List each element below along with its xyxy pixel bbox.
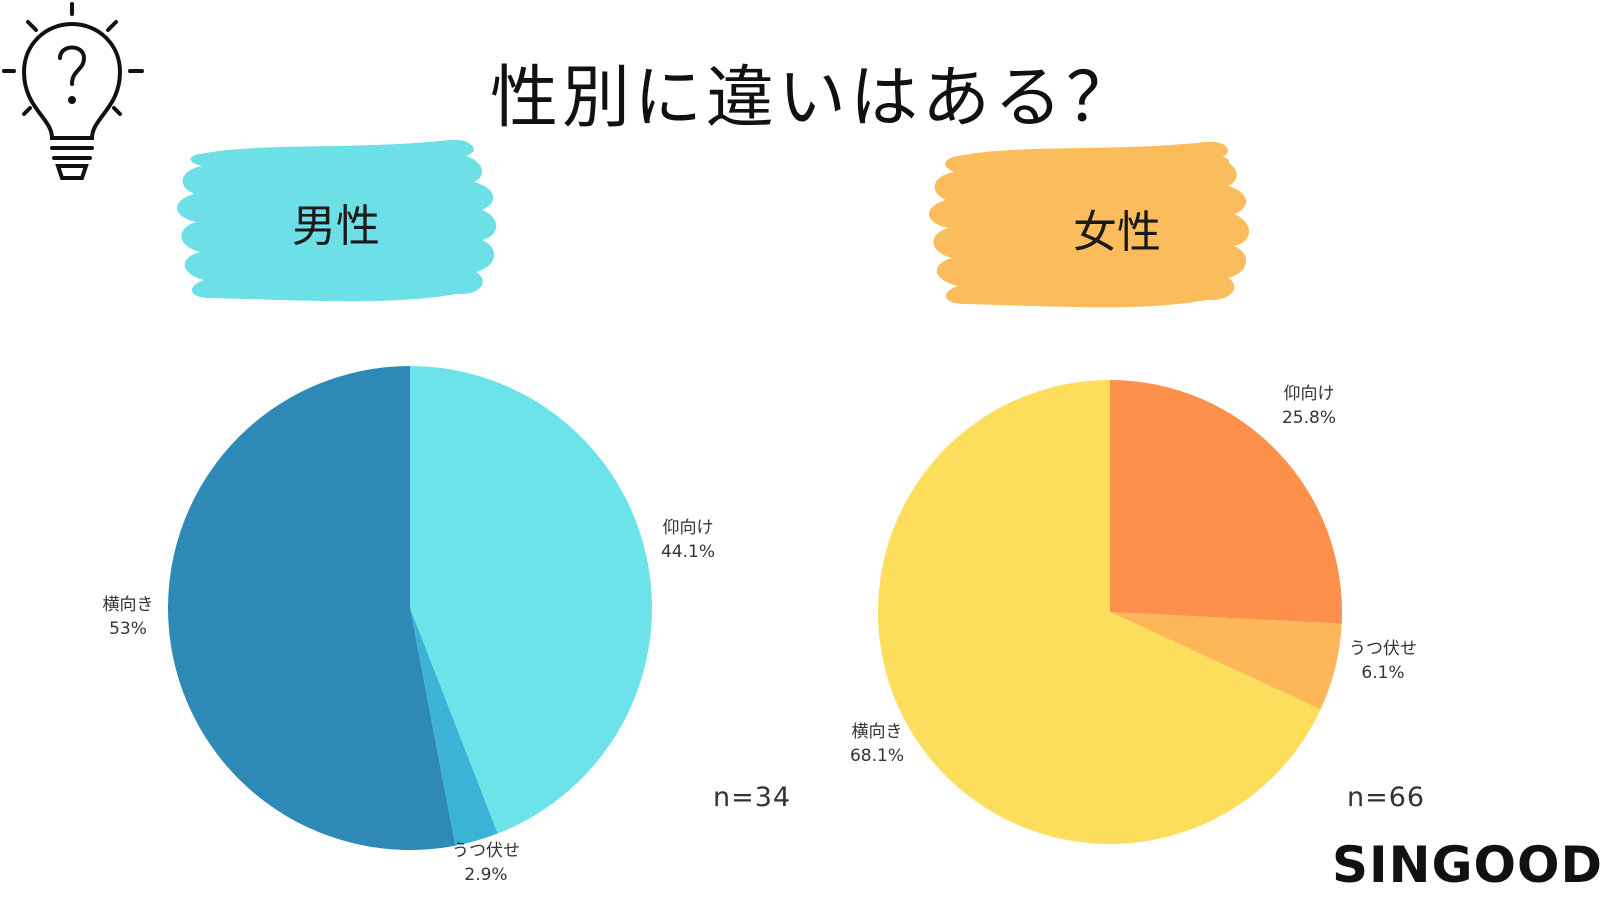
male-slice-label-prone: うつ伏せ bbox=[452, 841, 520, 861]
female-slice-value-side: 68.1% bbox=[850, 746, 904, 766]
male-slice-value-supine: 44.1% bbox=[661, 542, 715, 562]
female-blob-shape bbox=[929, 141, 1249, 308]
male-sample-size: n=34 bbox=[713, 782, 792, 813]
page-title: 性別に違いはある？ bbox=[490, 59, 1139, 138]
male-pie-slice-supine bbox=[410, 366, 653, 834]
female-slice-label-prone: うつ伏せ bbox=[1349, 639, 1417, 659]
female-brush-blob bbox=[929, 141, 1249, 308]
male-group-label: 男性 bbox=[292, 201, 380, 252]
male-slice-value-side: 53% bbox=[109, 619, 147, 639]
female-pie-slice-prone bbox=[1110, 612, 1342, 710]
female-slice-label-side: 横向き bbox=[852, 722, 903, 742]
question-lightbulb-icon bbox=[2, 2, 144, 180]
female-pie-slice-side bbox=[877, 380, 1321, 844]
male-slice-label-side: 横向き bbox=[103, 595, 154, 615]
female-slice-value-supine: 25.8% bbox=[1282, 408, 1336, 428]
male-pie-slice-side bbox=[167, 365, 456, 850]
male-blob-dot bbox=[454, 146, 474, 154]
male-blob-shape bbox=[177, 140, 497, 302]
male-slice-label-supine: 仰向け bbox=[663, 518, 714, 538]
female-blob-dot bbox=[1211, 157, 1229, 165]
male-pie-slice-prone bbox=[410, 608, 498, 846]
male-brush-blob bbox=[177, 140, 497, 302]
female-pie-slice-supine bbox=[1110, 380, 1342, 624]
brand-logo: SINGOOD bbox=[1332, 836, 1600, 894]
female-group-label: 女性 bbox=[1073, 207, 1161, 258]
female-slice-label-supine: 仰向け bbox=[1284, 384, 1335, 404]
female-slice-value-prone: 6.1% bbox=[1361, 663, 1404, 683]
female-sample-size: n=66 bbox=[1347, 782, 1426, 813]
male-slice-value-prone: 2.9% bbox=[464, 865, 507, 885]
